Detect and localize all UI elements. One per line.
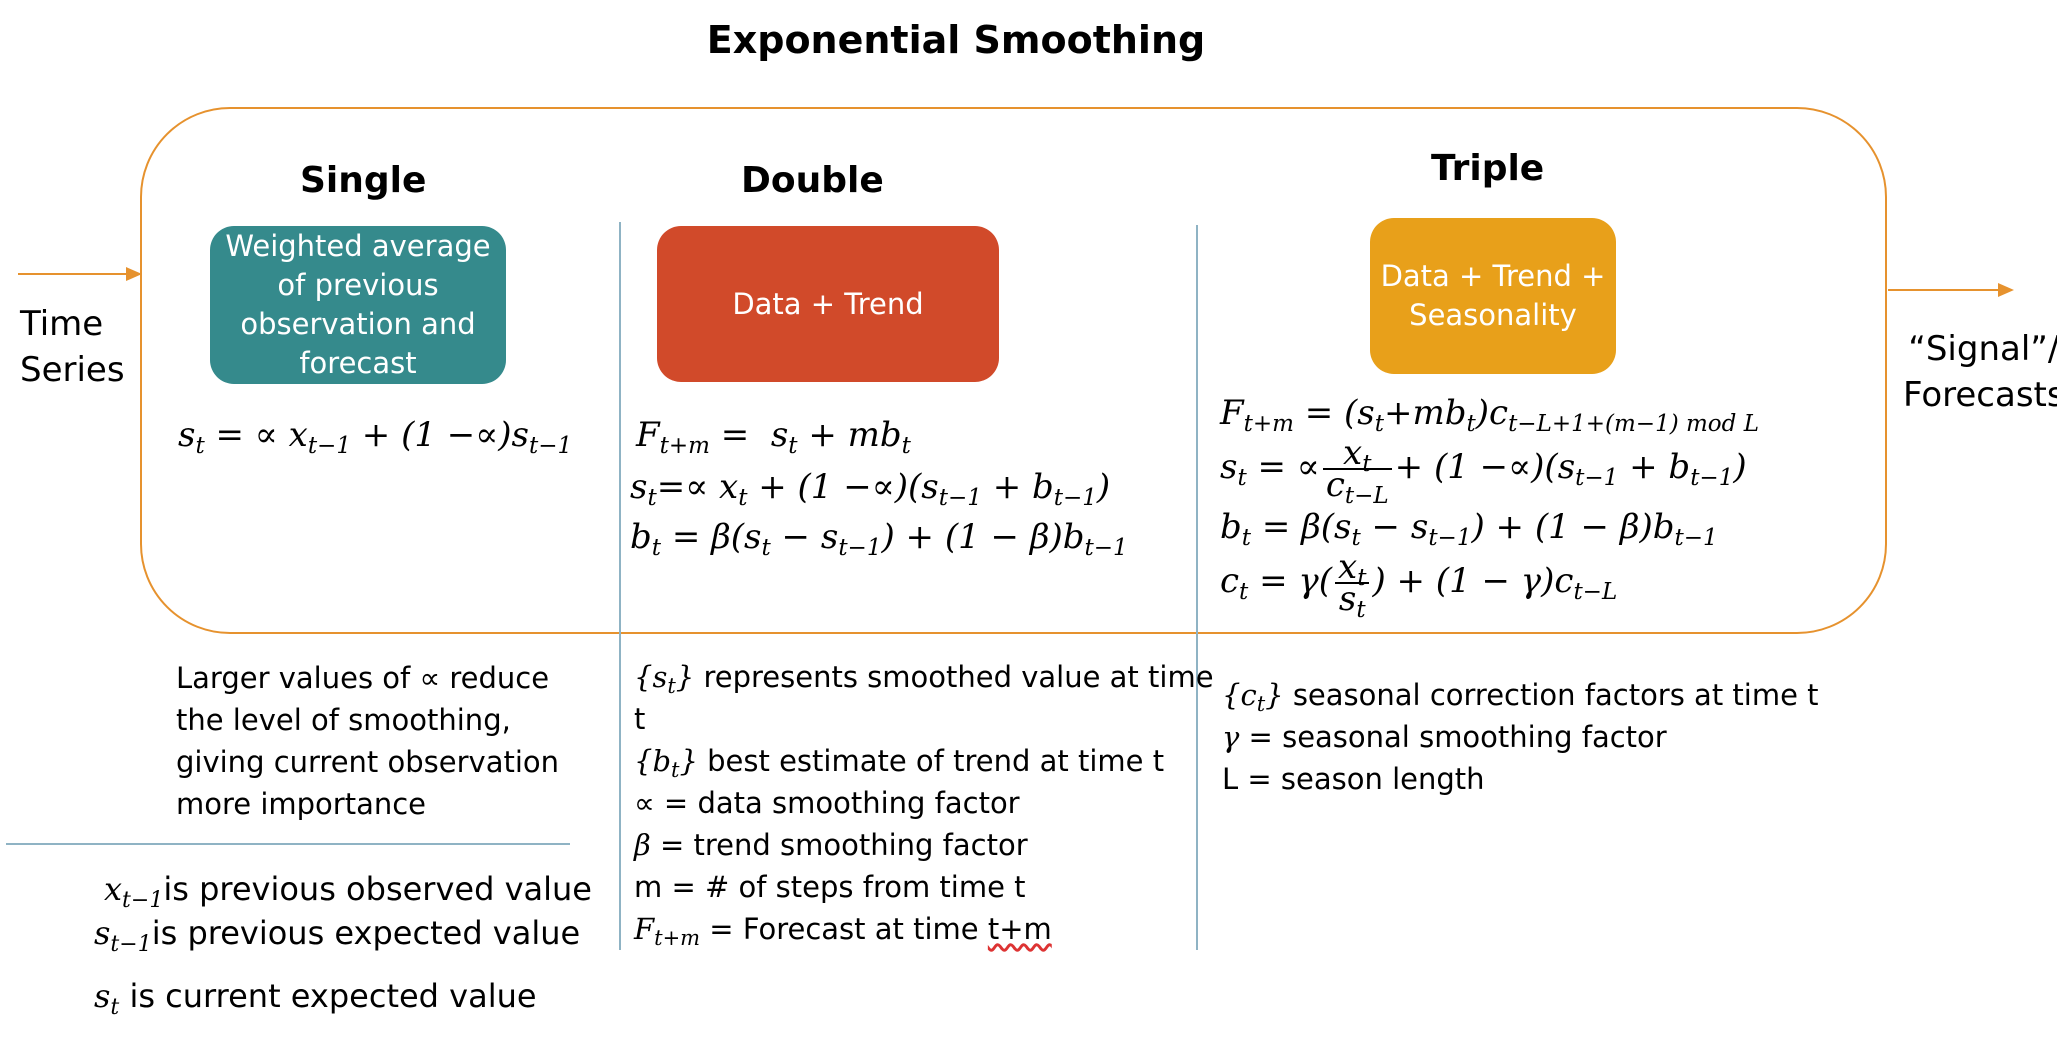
note-beta-definition: β = trend smoothing factor: [634, 828, 1028, 862]
note-s-definition: {st} represents smoothed value at time: [634, 660, 1214, 698]
note-b-definition: {bt} best estimate of trend at time t: [634, 744, 1165, 782]
legend-x-prev: xt−1is previous observed value: [104, 870, 592, 913]
input-label: Time Series: [20, 304, 125, 390]
triple-level-equation: st = ∝ xt ct−L + (1 −∝)(st−1 + bt−1): [1220, 433, 1747, 509]
double-trend-equation: bt = β(st − st−1) + (1 − β)bt−1: [630, 517, 1128, 561]
triple-forecast-equation: Ft+m = (st+mbt)ct−L+1+(m−1) mod L: [1220, 393, 1759, 437]
heading-double: Double: [741, 160, 884, 201]
triple-method-box: Data + Trend + Seasonality: [1370, 218, 1616, 374]
triple-trend-equation: bt = β(st − st−1) + (1 − β)bt−1: [1220, 507, 1718, 551]
note-c-definition: {ct} seasonal correction factors at time…: [1222, 678, 1819, 716]
smoothing-methods-frame: [140, 107, 1887, 634]
legend-divider: [6, 843, 570, 845]
single-notes: Larger values of ∝ reduce the level of s…: [176, 661, 560, 821]
legend-s-prev: st−1is previous expected value: [94, 914, 581, 957]
heading-single: Single: [300, 160, 427, 201]
note-s-definition-cont: t: [634, 702, 646, 736]
triple-seasonal-equation: ct = γ(xt st) + (1 − γ)ct−L: [1220, 547, 1618, 623]
triple-notes: {ct} seasonal correction factors at time…: [1222, 674, 1819, 800]
legend-s-current: st is current expected value: [94, 977, 537, 1020]
note-l-definition: L = season length: [1222, 762, 1485, 796]
single-method-box: Weighted average of previous observation…: [210, 226, 506, 384]
note-gamma-definition: γ = seasonal smoothing factor: [1222, 720, 1667, 754]
diagram-title: Exponential Smoothing: [706, 18, 1206, 62]
double-method-box: Data + Trend: [657, 226, 999, 382]
double-level-equation: st=∝ xt + (1 −∝)(st−1 + bt−1): [630, 467, 1111, 511]
note-f-definition: Ft+m = Forecast at time t+m: [634, 912, 1052, 950]
single-smoothing-equation: st = ∝ xt−1 + (1 −∝)st−1: [178, 415, 573, 459]
divider-double-triple: [1196, 225, 1198, 950]
double-notes: {st} represents smoothed value at time t…: [634, 656, 1214, 950]
output-label: “Signal”/ Forecasts: [1903, 329, 2057, 415]
input-arrow-icon: [18, 267, 142, 281]
note-alpha-definition: ∝ = data smoothing factor: [634, 786, 1020, 820]
divider-single-double: [619, 222, 621, 950]
heading-triple: Triple: [1431, 148, 1545, 189]
output-arrow-icon: [1888, 283, 2014, 297]
double-forecast-equation: Ft+m = st + mbt: [636, 415, 911, 459]
note-m-definition: m = # of steps from time t: [634, 870, 1026, 904]
